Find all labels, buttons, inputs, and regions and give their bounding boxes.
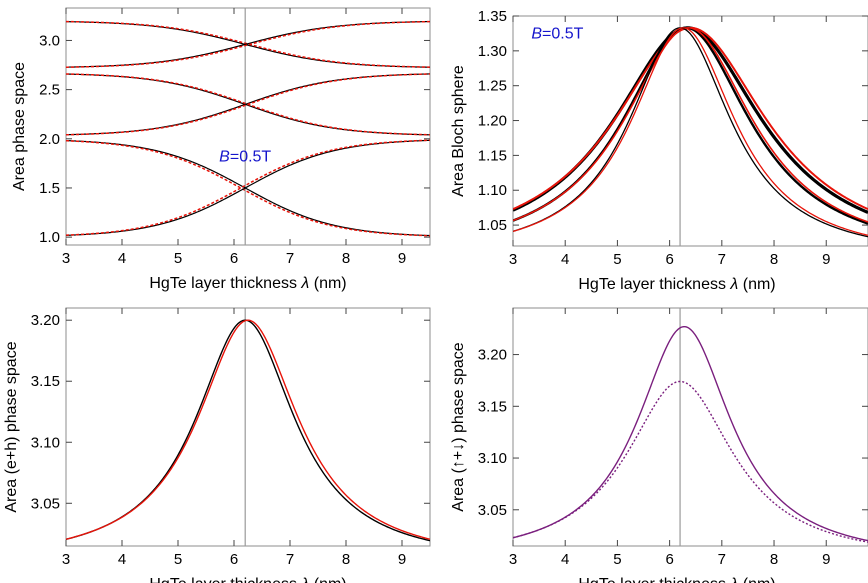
x-tick-label: 8 [342,250,350,267]
x-tick-label: 7 [718,551,726,568]
panel-br: 3 4 5 6 7 8 9 3.05 3.10 3.15 3.20 HgTe layer thickn… [450,307,868,583]
series-line-black-0 [66,319,430,542]
series-line-purple-0 [513,325,868,542]
y-tick-label: 1.05 [478,217,507,234]
field-annotation: B=0.5T [531,25,583,42]
x-tick-label: 3 [509,551,517,568]
x-tick-label: 8 [770,551,778,568]
series-line-purple-1 [513,380,868,543]
series-line-red-3 [513,27,868,223]
y-tick-label: 1.35 [478,8,507,25]
x-tick-label: 5 [174,250,182,267]
x-tick-label: 5 [613,551,621,568]
x-tick-label: 9 [822,551,830,568]
y-axis-label: Area (↑+↓) phase space [450,342,467,512]
x-axis-label: HgTe layer thickness λ (nm) [578,276,775,293]
y-tick-label: 3.0 [39,32,60,49]
series-line-red-1 [66,319,430,540]
y-tick-label: 1.20 [478,113,507,130]
x-tick-label: 5 [613,251,621,268]
series-line-black-4 [513,27,868,238]
plot-frame [65,307,431,547]
x-tick-label: 4 [118,250,126,267]
panel-bl: 3 4 5 6 7 8 9 3.05 3.10 3.15 3.20 HgTe layer thickn… [3,307,431,583]
y-tick-label: 3.20 [478,347,507,364]
x-tick-label: 8 [770,251,778,268]
series-line-black-0 [513,26,868,214]
series-line-black-0 [66,21,430,68]
y-tick-label: 1.30 [478,43,507,60]
series-group [66,20,430,237]
panel-tr: 3 4 5 6 7 8 9 1.05 1.10 1.15 1.20 1.25 1.30 1.35 HgTe … [450,8,868,293]
x-tick-label: 6 [230,250,238,267]
y-tick-label: 3.20 [31,312,60,329]
y-axis-label: Area Bloch sphere [450,65,467,197]
y-tick-label: 1.25 [478,78,507,95]
x-tick-label: 6 [665,251,673,268]
series-line-red-5 [513,27,868,236]
plot-frame [512,15,868,247]
x-tick-label: 9 [398,551,406,568]
y-tick-label: 1.5 [39,180,60,197]
x-tick-label: 7 [286,551,294,568]
y-tick-label: 1.10 [478,182,507,199]
x-tick-label: 4 [561,551,569,568]
series-line-red-9 [66,139,430,237]
x-tick-label: 5 [174,551,182,568]
series-group [513,26,868,238]
x-tick-label: 3 [62,250,70,267]
x-tick-label: 6 [230,551,238,568]
y-tick-label: 3.15 [31,373,60,390]
x-axis-label: HgTe layer thickness λ (nm) [578,576,775,583]
y-tick-label: 3.10 [478,450,507,467]
y-tick-label: 3.15 [478,398,507,415]
x-tick-label: 8 [342,551,350,568]
series-line-red-3 [66,20,430,68]
x-tick-label: 7 [286,250,294,267]
series-group [513,325,868,543]
plot-frame [512,307,868,547]
panel-tl: 3 4 5 6 7 8 9 1.0 1.5 2.0 2.5 3.0 HgTe layer thickne… [11,7,431,292]
y-tick-label: 2.0 [39,131,60,148]
x-axis-label: HgTe layer thickness λ (nm) [149,576,346,583]
x-tick-label: 4 [561,251,569,268]
y-tick-label: 1.0 [39,229,60,246]
x-tick-label: 6 [665,551,673,568]
y-tick-label: 2.5 [39,82,60,99]
x-tick-label: 3 [509,251,517,268]
series-group [66,319,430,542]
y-tick-label: 3.05 [478,502,507,519]
x-tick-label: 9 [822,251,830,268]
y-tick-label: 3.05 [31,495,60,512]
y-tick-label: 3.10 [31,434,60,451]
x-tick-label: 7 [718,251,726,268]
y-axis-label: Area phase space [11,62,28,191]
x-tick-label: 9 [398,250,406,267]
y-tick-label: 1.15 [478,147,507,164]
series-line-red-11 [66,139,430,236]
series-line-red-7 [66,73,430,136]
plot-frame [65,7,431,246]
field-annotation: B=0.5T [219,148,271,165]
y-axis-label: Area (e+h) phase space [3,341,20,512]
series-line-black-2 [66,20,430,68]
x-tick-label: 4 [118,551,126,568]
series-line-red-1 [66,20,430,68]
x-axis-label: HgTe layer thickness λ (nm) [149,275,346,292]
x-tick-label: 3 [62,551,70,568]
